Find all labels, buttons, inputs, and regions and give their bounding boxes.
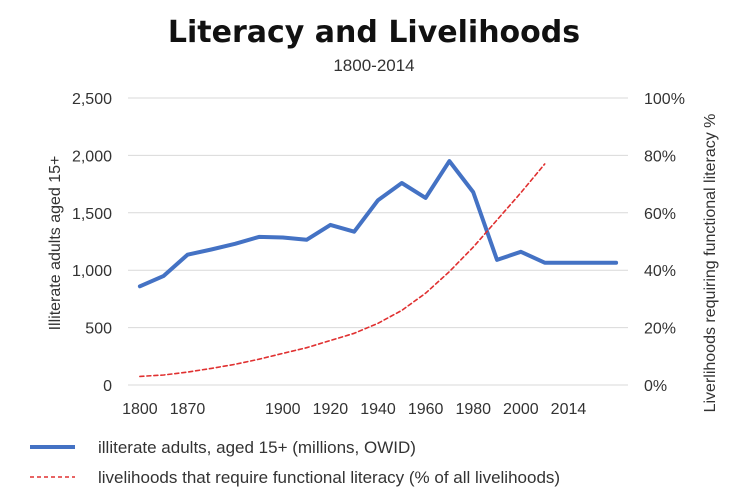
series-line-livelihoods xyxy=(139,163,546,378)
left-tick-label: 2,000 xyxy=(72,148,112,165)
left-axis-ticks: 0 500 1,000 1,500 2,000 2,500 xyxy=(72,91,112,395)
x-axis-ticks: 1800 1870 1900 1920 1940 1960 1980 2000 2014 xyxy=(122,401,586,418)
right-tick-label: 40% xyxy=(644,263,676,280)
chart-subtitle: 1800-2014 xyxy=(333,56,414,75)
legend: illiterate adults, aged 15+ (millions, O… xyxy=(30,438,560,487)
x-tick-label: 1920 xyxy=(313,401,349,418)
right-tick-label: 80% xyxy=(644,148,676,165)
legend-label-livelihoods: livelihoods that require functional lite… xyxy=(98,468,560,487)
x-tick-label: 1870 xyxy=(170,401,206,418)
left-tick-label: 1,500 xyxy=(72,206,112,223)
x-tick-label: 2014 xyxy=(551,401,587,418)
gridlines xyxy=(128,97,628,386)
right-tick-label: 0% xyxy=(644,378,667,395)
x-tick-label: 1940 xyxy=(360,401,396,418)
x-tick-label: 1900 xyxy=(265,401,301,418)
left-axis-label: Illiterate adults aged 15+ xyxy=(47,156,64,331)
chart-title: Literacy and Livelihoods xyxy=(168,15,580,50)
left-tick-label: 0 xyxy=(103,378,112,395)
left-tick-label: 2,500 xyxy=(72,91,112,108)
x-tick-label: 2000 xyxy=(503,401,539,418)
x-tick-label: 1800 xyxy=(122,401,158,418)
right-tick-label: 20% xyxy=(644,321,676,338)
right-axis-ticks: 0% 20% 40% 60% 80% 100% xyxy=(644,91,685,395)
series-layer xyxy=(137,159,619,378)
right-tick-label: 60% xyxy=(644,206,676,223)
x-tick-label: 1980 xyxy=(455,401,491,418)
left-tick-label: 500 xyxy=(85,321,112,338)
right-tick-label: 100% xyxy=(644,91,685,108)
right-axis-label: Liverlihoods requiring functional litera… xyxy=(702,114,719,413)
left-tick-label: 1,000 xyxy=(72,263,112,280)
series-line-illiterate xyxy=(137,159,619,289)
legend-label-illiterate: illiterate adults, aged 15+ (millions, O… xyxy=(98,438,416,457)
x-tick-label: 1960 xyxy=(408,401,444,418)
